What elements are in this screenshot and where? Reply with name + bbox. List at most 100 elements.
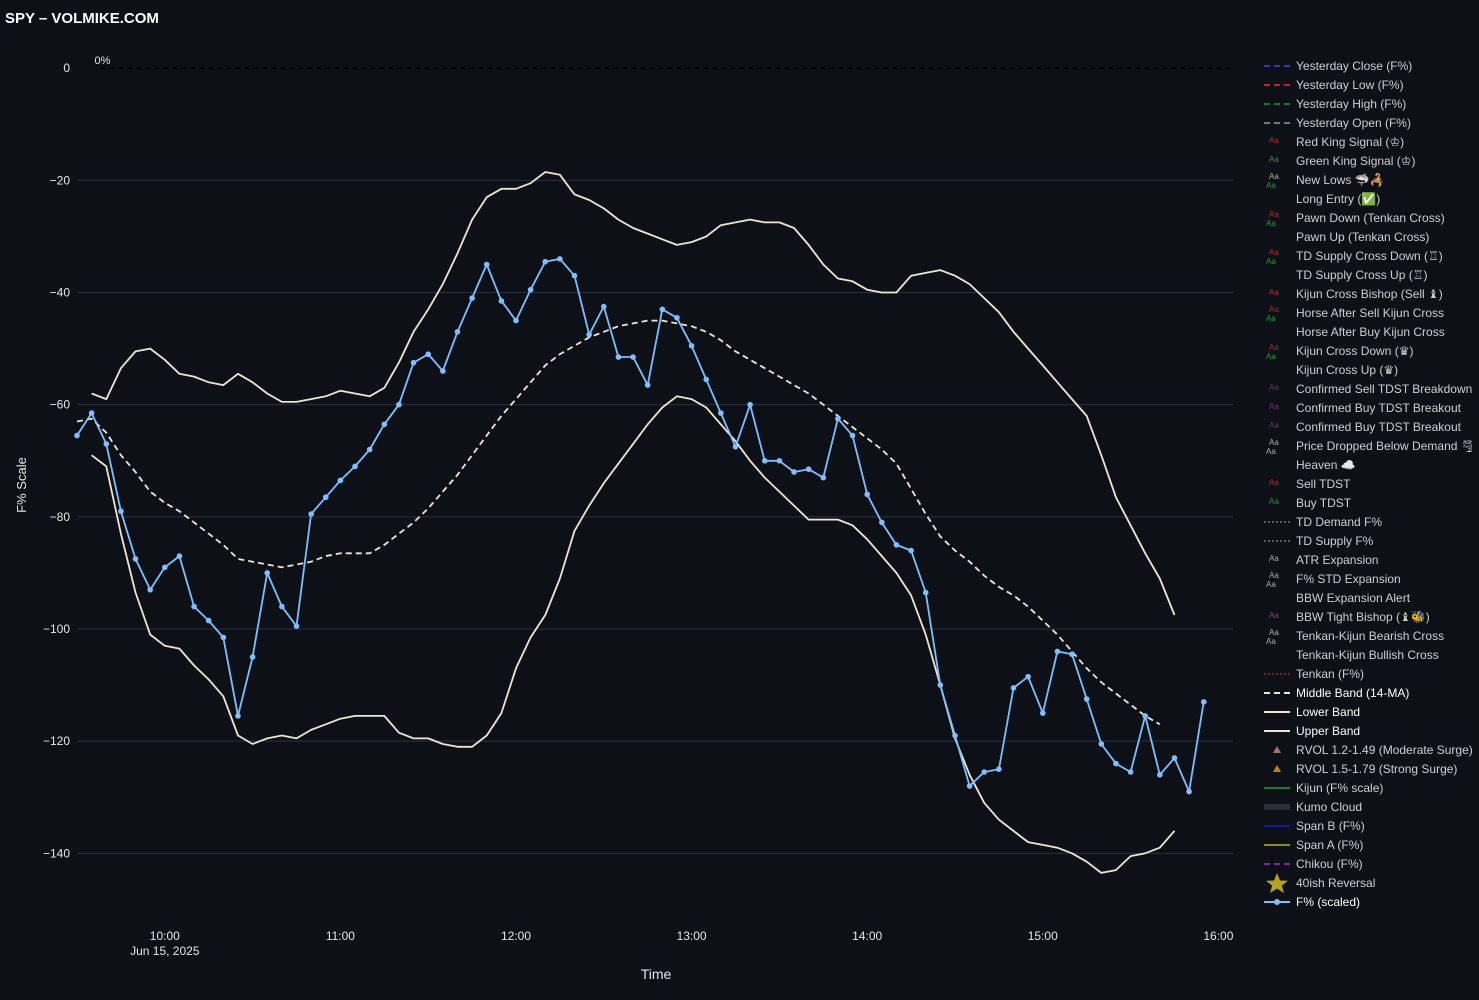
data-point[interactable] xyxy=(440,368,446,374)
legend-item[interactable]: Kijun (F% scale) xyxy=(1258,778,1472,797)
legend-item[interactable]: Aa Aa Price Dropped Below Demand 🌪 xyxy=(1258,436,1472,456)
legend-item[interactable]: Aa Buy TDST xyxy=(1258,493,1472,512)
data-point[interactable] xyxy=(469,295,475,301)
legend-item[interactable]: Kumo Cloud xyxy=(1258,797,1472,816)
legend-item[interactable]: Aa Aa Pawn Down (Tenkan Cross) xyxy=(1258,208,1472,228)
data-point[interactable] xyxy=(322,494,329,501)
data-point[interactable] xyxy=(279,603,285,610)
data-point[interactable] xyxy=(1142,713,1149,719)
data-point[interactable] xyxy=(849,432,856,439)
legend-item[interactable]: Horse After Buy Kijun Cross xyxy=(1258,322,1472,341)
data-point[interactable] xyxy=(1171,755,1178,761)
legend-item[interactable]: Aa Confirmed Buy TDST Breakout xyxy=(1258,398,1472,417)
data-point[interactable] xyxy=(1069,651,1075,658)
data-point[interactable] xyxy=(820,474,827,481)
data-point[interactable] xyxy=(118,508,124,515)
series-line-middle-band-14-ma[interactable] xyxy=(76,319,1161,726)
data-point[interactable] xyxy=(88,410,95,416)
data-point[interactable] xyxy=(571,272,578,279)
legend-item[interactable]: BBW Expansion Alert xyxy=(1258,588,1472,607)
data-point[interactable] xyxy=(674,314,680,321)
legend-item[interactable]: Aa Aa Tenkan-Kijun Bearish Cross xyxy=(1258,626,1472,646)
legend-item[interactable]: Heaven ☁️ xyxy=(1258,455,1472,474)
data-point[interactable] xyxy=(249,654,256,660)
legend-item[interactable]: Aa Confirmed Sell TDST Breakdown xyxy=(1258,379,1472,398)
legend-item[interactable]: Yesterday Close (F%) xyxy=(1258,56,1472,75)
data-point[interactable] xyxy=(293,623,300,629)
data-point[interactable] xyxy=(952,732,958,739)
data-point[interactable] xyxy=(586,331,592,338)
legend-item[interactable]: TD Supply F% xyxy=(1258,531,1472,550)
legend-item[interactable]: Span B (F%) xyxy=(1258,816,1472,835)
legend-item[interactable]: Yesterday Low (F%) xyxy=(1258,75,1472,94)
data-point[interactable] xyxy=(908,547,914,554)
legend-item[interactable]: F% (scaled) xyxy=(1258,892,1472,911)
legend-item[interactable]: Aa Green King Signal (♔) xyxy=(1258,151,1472,170)
legend-item[interactable]: TD Supply Cross Up (♖) xyxy=(1258,265,1472,284)
legend-item[interactable]: Chikou (F%) xyxy=(1258,854,1472,873)
data-point[interactable] xyxy=(425,351,431,358)
data-point[interactable] xyxy=(981,769,988,775)
data-point[interactable] xyxy=(1025,673,1031,680)
data-point[interactable] xyxy=(864,491,870,498)
data-point[interactable] xyxy=(396,401,402,408)
data-point[interactable] xyxy=(659,306,666,313)
legend-item[interactable]: Kijun Cross Up (♛) xyxy=(1258,360,1472,379)
data-point[interactable] xyxy=(103,441,110,447)
data-point[interactable] xyxy=(966,783,973,789)
data-point[interactable] xyxy=(937,682,944,688)
legend-item[interactable]: Upper Band xyxy=(1258,721,1472,740)
data-point[interactable] xyxy=(718,410,724,416)
data-point[interactable] xyxy=(688,343,695,349)
data-point[interactable] xyxy=(615,354,622,360)
data-point[interactable] xyxy=(132,556,139,562)
data-point[interactable] xyxy=(454,328,461,335)
data-point[interactable] xyxy=(161,564,168,571)
legend-item[interactable]: Aa Aa Horse After Sell Kijun Cross xyxy=(1258,303,1472,323)
data-point[interactable] xyxy=(703,376,710,383)
series-line-lower-band[interactable] xyxy=(91,395,1176,874)
data-point[interactable] xyxy=(1113,760,1119,767)
legend-item[interactable]: Aa ATR Expansion xyxy=(1258,550,1472,569)
legend-item[interactable]: Aa Aa New Lows 🦈🦂 xyxy=(1258,170,1472,190)
data-point[interactable] xyxy=(1054,648,1061,655)
data-point[interactable] xyxy=(205,617,212,624)
legend-item[interactable]: Aa Aa Kijun Cross Down (♛) xyxy=(1258,341,1472,361)
data-point[interactable] xyxy=(410,359,417,366)
legend-item[interactable]: Pawn Up (Tenkan Cross) xyxy=(1258,227,1472,246)
data-point[interactable] xyxy=(1039,710,1046,716)
legend-item[interactable]: Aa Sell TDST xyxy=(1258,474,1472,493)
data-point[interactable] xyxy=(1098,741,1105,747)
data-point[interactable] xyxy=(922,589,929,596)
data-point[interactable] xyxy=(1010,685,1017,691)
series-line-f-scaled[interactable] xyxy=(76,258,1205,793)
data-point[interactable] xyxy=(1083,696,1090,702)
legend-item[interactable]: Aa BBW Tight Bishop (♝🐝) xyxy=(1258,607,1472,626)
data-point[interactable] xyxy=(776,457,783,464)
data-point[interactable] xyxy=(220,634,227,641)
data-point[interactable] xyxy=(74,432,80,439)
data-point[interactable] xyxy=(761,457,768,464)
data-point[interactable] xyxy=(557,256,563,262)
data-point[interactable] xyxy=(352,463,358,470)
legend-item[interactable]: RVOL 1.5-1.79 (Strong Surge) xyxy=(1258,759,1472,778)
data-point[interactable] xyxy=(381,421,388,428)
data-point[interactable] xyxy=(337,477,344,484)
data-point[interactable] xyxy=(264,570,271,576)
legend-item[interactable]: Yesterday High (F%) xyxy=(1258,94,1472,113)
legend-item[interactable]: Aa Aa F% STD Expansion xyxy=(1258,569,1472,589)
legend-item[interactable]: Aa Kijun Cross Bishop (Sell ♝) xyxy=(1258,284,1472,303)
data-point[interactable] xyxy=(1127,769,1134,775)
series-line-upper-band[interactable] xyxy=(91,171,1176,616)
legend-item[interactable]: Aa Red King Signal (♔) xyxy=(1258,132,1472,151)
data-point[interactable] xyxy=(644,382,651,388)
data-point[interactable] xyxy=(235,713,241,719)
legend-item[interactable]: Aa Aa TD Supply Cross Down (♖) xyxy=(1258,246,1472,266)
data-point[interactable] xyxy=(996,766,1002,772)
data-point[interactable] xyxy=(147,586,153,593)
data-point[interactable] xyxy=(191,603,197,610)
data-point[interactable] xyxy=(732,443,739,450)
data-point[interactable] xyxy=(879,519,885,526)
legend-item[interactable]: Lower Band xyxy=(1258,702,1472,721)
